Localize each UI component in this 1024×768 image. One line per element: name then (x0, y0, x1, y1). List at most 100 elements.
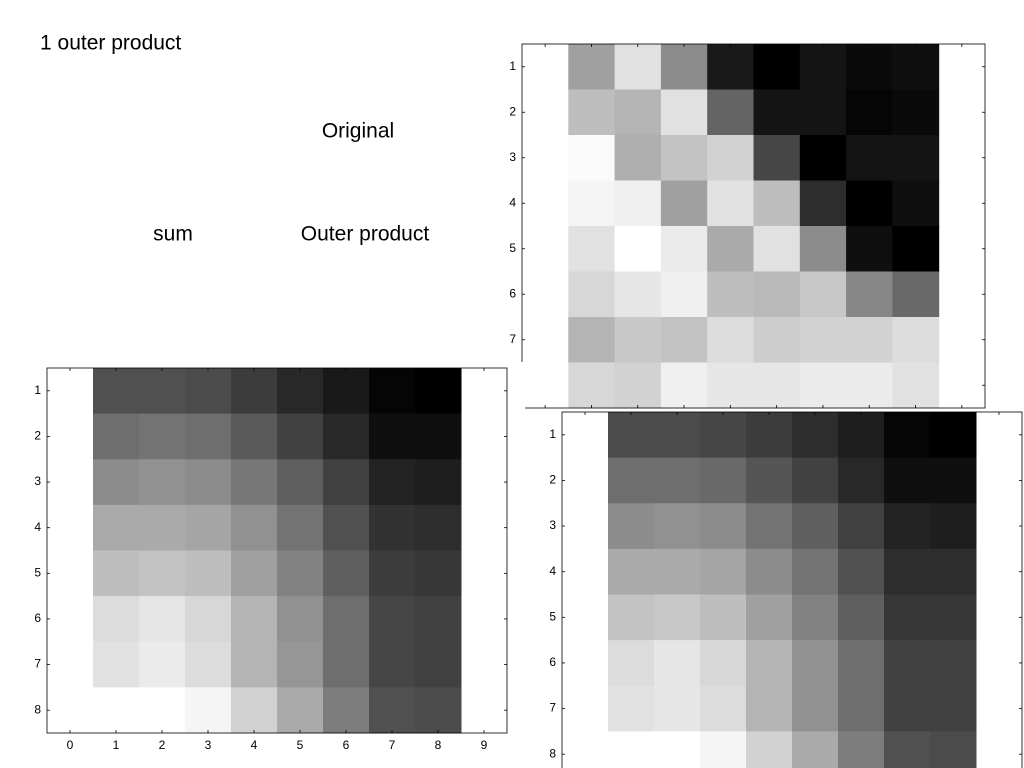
heatmap-cell (700, 503, 747, 550)
heatmap-cell (614, 135, 662, 181)
heatmap-cell (799, 44, 847, 90)
heatmap-cell (846, 89, 893, 136)
heatmap-cell (838, 457, 885, 504)
heatmap-cell (838, 503, 885, 550)
heatmap-cell (323, 550, 370, 597)
heatmap-cell (608, 457, 655, 504)
x-tick-label: 1 (113, 738, 120, 752)
heatmap-cell (753, 226, 801, 272)
x-tick-label: 7 (389, 738, 396, 752)
heatmap-cell (568, 135, 616, 181)
heatmap-cell (707, 135, 754, 181)
heatmap-cell (185, 504, 232, 551)
heatmap-cell (415, 504, 462, 551)
y-tick-label: 5 (549, 609, 556, 623)
heatmap-cell (892, 317, 940, 363)
y-tick-label: 4 (34, 520, 41, 534)
heatmap-cell (846, 135, 893, 181)
heatmap-cell (838, 412, 885, 459)
heatmap-cell (415, 459, 462, 506)
heatmap-cell (277, 459, 324, 506)
heatmap-cell (323, 459, 370, 506)
heatmap-cell (614, 317, 662, 363)
x-tick-label: 2 (159, 738, 166, 752)
heatmap-cell (753, 180, 801, 227)
heatmap-cell (93, 504, 140, 551)
y-tick-label: 6 (509, 286, 516, 300)
heatmap-cell (608, 503, 655, 550)
heatmap-cell (369, 687, 416, 734)
heatmap-cell (323, 687, 370, 734)
heatmap-cell (746, 594, 793, 641)
heatmap-cell (608, 412, 655, 459)
y-tick-label: 6 (34, 611, 41, 625)
heatmap-cell (614, 271, 662, 318)
heatmap-cell (654, 685, 701, 732)
heatmap-cell (369, 596, 416, 643)
x-tick-label: 6 (343, 738, 350, 752)
x-tick-label: 0 (67, 738, 74, 752)
heatmap-cell (799, 271, 847, 318)
heatmap-cell (753, 135, 801, 181)
heatmap-cell (185, 641, 232, 688)
heatmap-cell (323, 596, 370, 643)
heatmap-cell (838, 685, 885, 732)
heatmap-cell (792, 412, 839, 459)
heatmap-cell (930, 640, 977, 687)
heatmap-cell (568, 89, 616, 136)
heatmap-cell (892, 44, 940, 90)
axes-frame (561, 411, 1023, 768)
heatmap-cell (277, 687, 324, 734)
heatmap-cell (700, 594, 747, 641)
y-tick-label: 8 (549, 746, 556, 760)
heatmap-cell (654, 731, 701, 768)
heatmap-cell (231, 368, 278, 415)
heatmap-cell (846, 317, 893, 363)
heatmap-cell (568, 362, 616, 409)
heatmap-cell (654, 548, 701, 595)
y-tick-label: 7 (509, 332, 516, 346)
heatmap-cell (884, 457, 931, 504)
heatmap-cell (369, 413, 416, 460)
heatmap-cell (415, 550, 462, 597)
heatmap-cell (746, 640, 793, 687)
heatmap-cell (277, 368, 324, 415)
heatmap-cell (838, 731, 885, 768)
heatmap-cell (700, 640, 747, 687)
heatmap-cell (369, 641, 416, 688)
heatmap-cell (753, 362, 801, 409)
heatmap-cell (277, 596, 324, 643)
heatmap-cell (654, 640, 701, 687)
heatmap-cell (700, 412, 747, 459)
heatmap-cell (930, 457, 977, 504)
heatmap-cell (139, 641, 186, 688)
heatmap-cell (614, 44, 662, 90)
y-tick-label: 2 (34, 429, 41, 443)
heatmap-cell (707, 362, 754, 409)
heatmap-cell (707, 89, 754, 136)
y-tick-label: 5 (34, 565, 41, 579)
heatmap-cell (139, 413, 186, 460)
heatmap-cell (799, 226, 847, 272)
heatmap-cell (884, 412, 931, 459)
heatmap-cell (700, 685, 747, 732)
heatmap-cell (846, 271, 893, 318)
x-tick-label: 4 (251, 738, 258, 752)
heatmap-cell (792, 457, 839, 504)
heatmap-cell (660, 180, 708, 227)
label: sum (153, 223, 193, 246)
heatmap-cell (930, 594, 977, 641)
heatmap-cell (753, 44, 801, 90)
x-tick-label: 8 (435, 738, 442, 752)
heatmap-cell (660, 226, 708, 272)
heatmap-cell (707, 180, 754, 227)
y-tick-label: 2 (509, 104, 516, 118)
heatmap-cell (415, 687, 462, 734)
heatmap-cell (660, 362, 708, 409)
heatmap-cell (323, 368, 370, 415)
y-tick-label: 4 (549, 564, 556, 578)
heatmap-cell (608, 685, 655, 732)
heatmap-cell (746, 731, 793, 768)
